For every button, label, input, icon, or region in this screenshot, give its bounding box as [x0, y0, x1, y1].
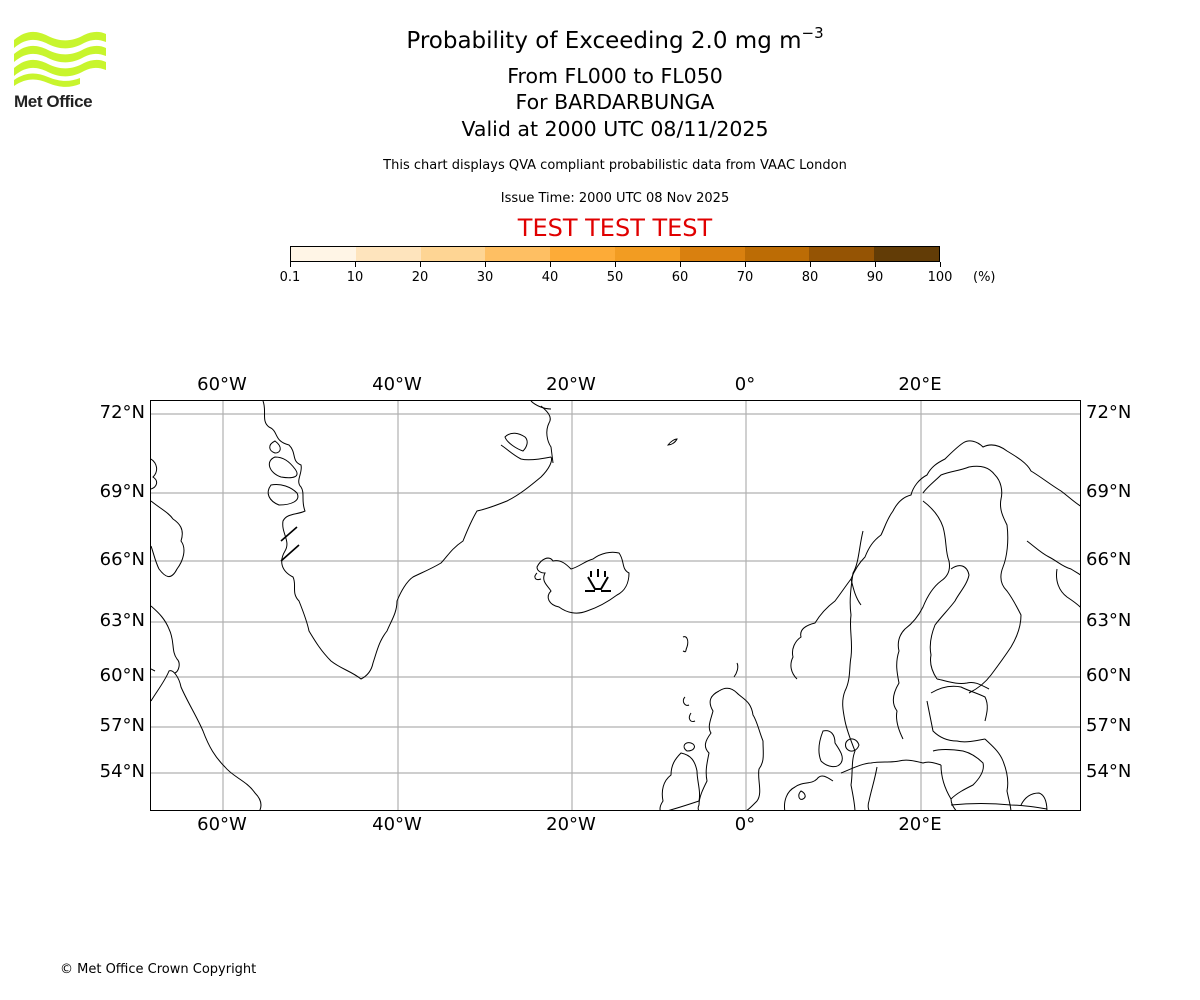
colorbar-swatch [679, 247, 745, 261]
colorbar-swatch [809, 247, 875, 261]
test-banner: TEST TEST TEST [517, 214, 713, 242]
coastlines [151, 401, 678, 810]
axis-tick-label: 0° [734, 814, 756, 835]
volcano-name: For BARDARBUNGA [515, 90, 715, 114]
axis-tick-label: 60°N [99, 665, 145, 686]
map-panel[interactable] [150, 400, 1081, 811]
colorbar-tick [680, 262, 681, 267]
colorbar-tick-label: 70 [736, 270, 754, 285]
met-office-logo: Met Office [14, 30, 106, 112]
probability-colorbar [290, 246, 940, 262]
colorbar-tick [940, 262, 941, 267]
axis-tick-label: 72°N [99, 402, 145, 423]
data-source-note: This chart displays QVA compliant probab… [383, 158, 847, 173]
colorbar-tick-label: 0.1 [279, 270, 301, 285]
colorbar-swatch [614, 247, 680, 261]
met-office-waves-icon [14, 31, 106, 87]
colorbar-tick-label: 100 [927, 270, 953, 285]
flight-level-range: From FL000 to FL050 [507, 64, 723, 88]
title-exponent: −3 [801, 24, 824, 42]
colorbar-tick [485, 262, 486, 267]
axis-tick-label: 66°N [1086, 549, 1132, 570]
colorbar-swatch [874, 247, 939, 261]
title-main: Probability of Exceeding 2.0 mg m [406, 28, 802, 54]
colorbar-tick [615, 262, 616, 267]
colorbar-tick-label: 90 [866, 270, 884, 285]
colorbar-swatch [485, 247, 551, 261]
colorbar-unit: (%) [973, 270, 996, 285]
colorbar-tick [745, 262, 746, 267]
axis-tick-label: 60°N [1086, 665, 1132, 686]
issue-time: Issue Time: 2000 UTC 08 Nov 2025 [500, 191, 730, 206]
axis-tick-label: 20°W [546, 374, 596, 395]
colorbar-swatch [355, 247, 421, 261]
colorbar-swatch [550, 247, 615, 261]
colorbar-tick [290, 262, 291, 267]
map-canvas [151, 401, 1080, 810]
colorbar-swatch [291, 247, 356, 261]
axis-tick-label: 63°N [99, 610, 145, 631]
axis-tick-label: 69°N [1086, 481, 1132, 502]
axis-tick-label: 60°W [197, 374, 247, 395]
colorbar-ticks [290, 262, 942, 268]
colorbar-tick-label: 20 [411, 270, 429, 285]
axis-tick-label: 69°N [99, 481, 145, 502]
axis-tick-label: 66°N [99, 549, 145, 570]
colorbar-tick-label: 50 [606, 270, 624, 285]
colorbar-tick [810, 262, 811, 267]
axis-tick-label: 57°N [1086, 715, 1132, 736]
colorbar-tick [420, 262, 421, 267]
volcano-icon [585, 569, 611, 592]
axis-tick-label: 0° [734, 374, 756, 395]
axis-tick-label: 20°E [898, 374, 942, 395]
colorbar-tick-label: 60 [671, 270, 689, 285]
axis-tick-label: 54°N [1086, 761, 1132, 782]
colorbar-tick-label: 40 [541, 270, 559, 285]
colorbar-tick [355, 262, 356, 267]
chart-title: Probability of Exceeding 2.0 mg m−3 [0, 24, 1200, 54]
axis-tick-label: 60°W [197, 814, 247, 835]
copyright: © Met Office Crown Copyright [60, 962, 257, 977]
colorbar-tick-label: 10 [346, 270, 364, 285]
colorbar-tick-label: 80 [801, 270, 819, 285]
axis-tick-label: 40°W [372, 814, 422, 835]
colorbar-swatch [744, 247, 810, 261]
valid-time: Valid at 2000 UTC 08/11/2025 [461, 117, 769, 141]
axis-tick-label: 20°E [898, 814, 942, 835]
axis-tick-label: 72°N [1086, 402, 1132, 423]
axis-tick-label: 54°N [99, 761, 145, 782]
colorbar-tick [550, 262, 551, 267]
axis-tick-label: 40°W [372, 374, 422, 395]
colorbar-tick-label: 30 [476, 270, 494, 285]
colorbar-swatch [420, 247, 486, 261]
logo-text: Met Office [14, 92, 93, 111]
axis-tick-label: 57°N [99, 715, 145, 736]
colorbar-tick [875, 262, 876, 267]
axis-tick-label: 20°W [546, 814, 596, 835]
axis-tick-label: 63°N [1086, 610, 1132, 631]
